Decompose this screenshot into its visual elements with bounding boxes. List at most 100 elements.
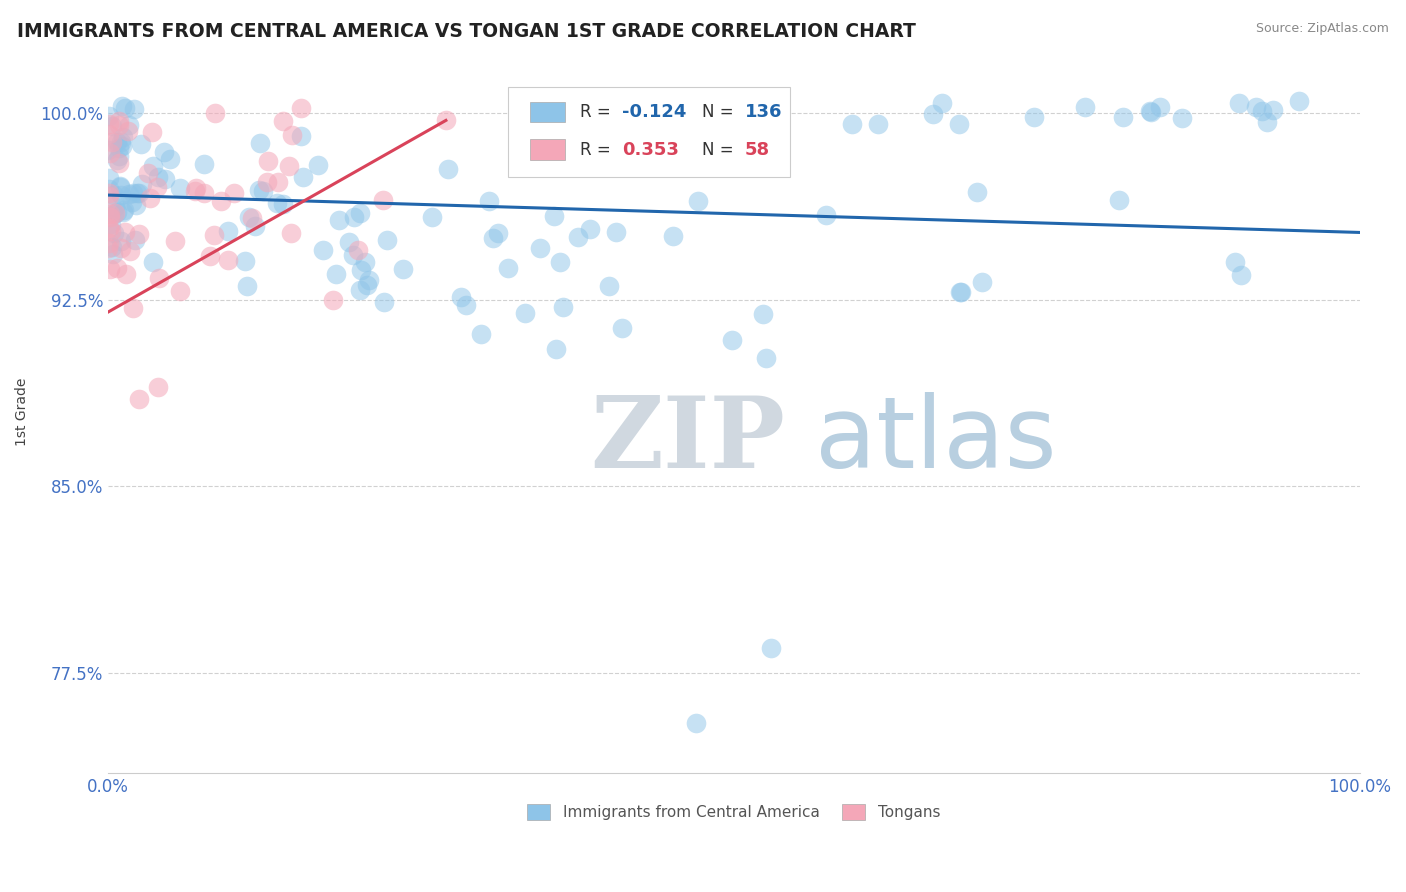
Point: [1256, 115, 1278, 129]
Point: [97, 127, 120, 141]
Point: [240, 211, 263, 226]
Point: [209, 194, 232, 209]
Point: [948, 118, 970, 132]
Point: [486, 226, 509, 240]
Point: [97, 143, 120, 157]
Point: [921, 107, 943, 121]
Point: [111, 139, 134, 153]
Point: [97, 189, 120, 203]
Point: [129, 137, 152, 152]
Point: [122, 301, 145, 315]
Point: [118, 244, 141, 258]
Point: [950, 285, 973, 299]
Point: [101, 119, 124, 133]
Text: 58: 58: [745, 141, 770, 159]
Point: [183, 184, 205, 198]
Point: [325, 267, 347, 281]
Legend: Immigrants from Central America, Tongans: Immigrants from Central America, Tongans: [522, 798, 946, 827]
Point: [350, 263, 373, 277]
Point: [153, 145, 176, 159]
Point: [110, 234, 132, 248]
Point: [110, 136, 132, 150]
Point: [98, 109, 121, 123]
Point: [108, 113, 131, 128]
Point: [1251, 104, 1274, 119]
Point: [100, 224, 122, 238]
Point: [1139, 104, 1161, 119]
Point: [949, 285, 972, 300]
Point: [478, 194, 501, 208]
Point: [543, 209, 565, 223]
Point: [456, 298, 478, 312]
Point: [1171, 111, 1194, 125]
Point: [373, 193, 395, 207]
Point: [98, 182, 121, 196]
Point: [1246, 100, 1268, 114]
Point: [1263, 103, 1285, 118]
Point: [529, 241, 551, 255]
Point: [233, 253, 256, 268]
Point: [271, 196, 294, 211]
Point: [124, 233, 146, 247]
Y-axis label: 1st Grade: 1st Grade: [15, 377, 30, 446]
Point: [970, 275, 993, 289]
Point: [103, 226, 125, 240]
Point: [131, 177, 153, 191]
Point: [1149, 100, 1171, 114]
Point: [815, 208, 838, 222]
Point: [98, 146, 121, 161]
Point: [121, 195, 143, 210]
Point: [1288, 94, 1310, 108]
Point: [97, 186, 120, 200]
Point: [146, 179, 169, 194]
Point: [112, 202, 135, 217]
Point: [186, 181, 208, 195]
Point: [159, 152, 181, 166]
Text: 0.353: 0.353: [623, 141, 679, 159]
FancyBboxPatch shape: [530, 139, 565, 160]
Point: [127, 186, 149, 200]
Point: [470, 326, 492, 341]
Point: [202, 228, 225, 243]
Point: [146, 380, 169, 394]
Point: [931, 96, 953, 111]
Point: [115, 267, 138, 281]
Point: [142, 255, 165, 269]
Point: [841, 117, 863, 131]
Point: [267, 175, 290, 189]
Point: [548, 255, 571, 269]
Point: [110, 241, 132, 255]
Point: [966, 185, 988, 199]
Point: [107, 260, 129, 275]
Point: [249, 136, 271, 150]
Point: [662, 228, 685, 243]
Point: [108, 178, 131, 193]
Point: [1112, 110, 1135, 124]
Point: [312, 243, 335, 257]
Text: R =: R =: [579, 141, 616, 159]
Point: [105, 135, 128, 149]
Text: N =: N =: [703, 141, 740, 159]
Point: [153, 172, 176, 186]
Point: [105, 205, 128, 219]
Point: [118, 118, 141, 132]
Point: [98, 117, 121, 131]
Point: [391, 262, 413, 277]
Point: [256, 153, 278, 168]
Point: [169, 284, 191, 298]
Point: [103, 188, 125, 202]
Point: [307, 158, 329, 172]
Point: [761, 641, 783, 656]
Point: [292, 170, 315, 185]
Point: [252, 184, 274, 198]
Point: [217, 252, 239, 267]
Point: [222, 186, 245, 200]
Point: [110, 188, 132, 202]
Point: [567, 230, 589, 244]
Point: [108, 118, 131, 132]
Point: [598, 279, 620, 293]
Point: [107, 149, 129, 163]
Point: [266, 196, 288, 211]
Point: [513, 306, 536, 320]
Point: [111, 130, 134, 145]
